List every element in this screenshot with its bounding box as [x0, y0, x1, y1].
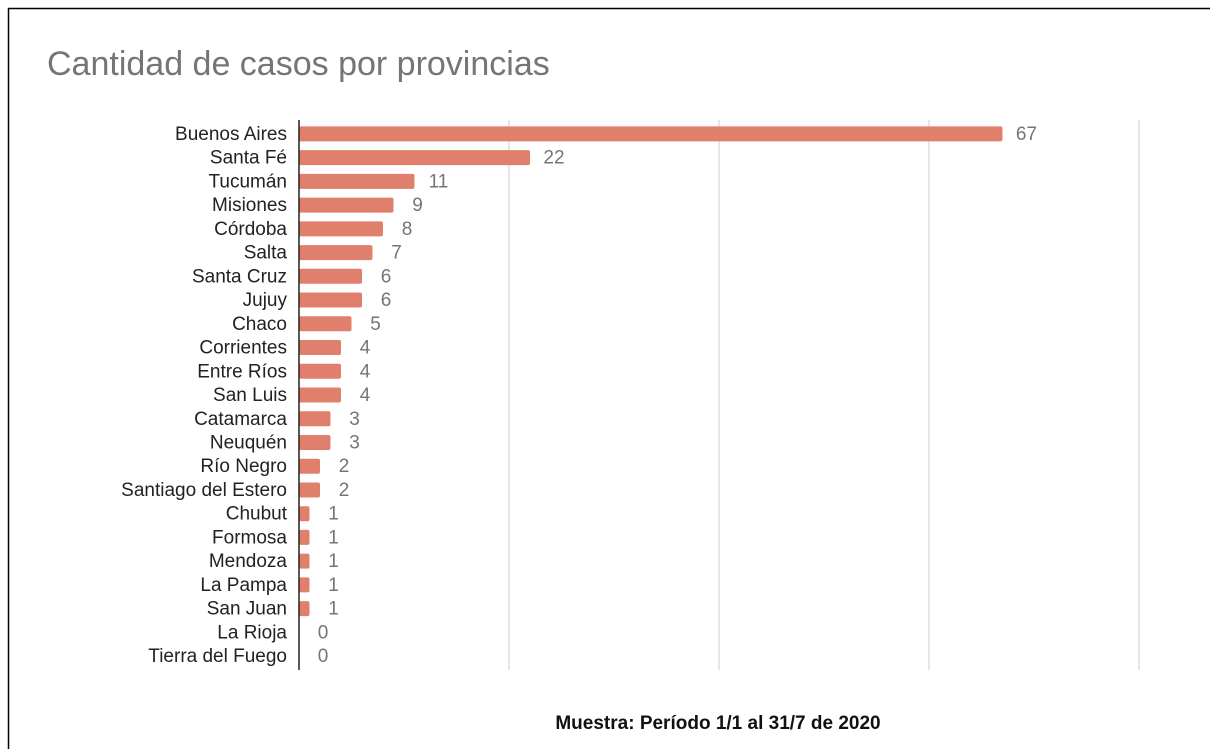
y-tick-label: Jujuy — [243, 290, 288, 311]
bar — [299, 529, 310, 545]
y-tick-label: Catamarca — [194, 409, 287, 430]
value-label: 1 — [328, 527, 339, 548]
bar — [299, 577, 310, 593]
value-label: 1 — [328, 504, 339, 525]
bar — [299, 553, 310, 569]
y-tick-label: Mendoza — [209, 551, 288, 572]
bar — [299, 197, 394, 213]
y-tick-label: Santa Cruz — [192, 266, 287, 287]
y-tick-label: Entre Ríos — [197, 361, 287, 382]
y-tick-label: Neuquén — [210, 432, 287, 453]
value-label: 3 — [349, 432, 360, 453]
bar — [299, 245, 373, 261]
y-tick-label: San Luis — [213, 385, 287, 406]
y-tick-label: Santa Fé — [210, 148, 287, 169]
value-label: 4 — [360, 385, 371, 406]
value-label: 22 — [543, 148, 564, 169]
value-label: 8 — [402, 219, 413, 240]
bar — [299, 601, 310, 617]
value-label: 2 — [339, 480, 350, 501]
bar — [299, 411, 331, 427]
bar — [299, 268, 362, 284]
y-tick-label: Misiones — [212, 195, 287, 216]
y-tick-label: Chaco — [232, 314, 287, 335]
bar — [299, 506, 310, 522]
value-label: 6 — [381, 266, 392, 287]
y-tick-label: La Rioja — [217, 622, 287, 643]
y-tick-label: Salta — [244, 243, 288, 264]
value-label: 67 — [1016, 124, 1037, 145]
bar — [299, 221, 383, 237]
bar — [299, 340, 341, 356]
value-label: 0 — [318, 622, 329, 643]
y-tick-label: Buenos Aires — [175, 124, 287, 145]
value-label: 2 — [339, 456, 350, 477]
bar — [299, 482, 320, 498]
value-label: 1 — [328, 551, 339, 572]
value-label: 11 — [429, 171, 449, 192]
value-label: 6 — [381, 290, 392, 311]
y-tick-label: San Juan — [207, 599, 287, 620]
bar — [299, 434, 331, 450]
value-label: 9 — [412, 195, 423, 216]
value-label: 4 — [360, 361, 371, 382]
value-label: 4 — [360, 338, 371, 359]
bar — [299, 316, 352, 332]
value-label: 0 — [318, 646, 329, 667]
bar — [299, 126, 1003, 142]
bar — [299, 387, 341, 403]
value-label: 3 — [349, 409, 360, 430]
y-tick-label: Santiago del Estero — [121, 480, 287, 501]
y-tick-label: Chubut — [226, 504, 288, 525]
chart-title: Cantidad de casos por provincias — [47, 45, 550, 83]
frame — [7, 7, 1210, 749]
y-tick-label: Río Negro — [200, 456, 287, 477]
chart-note: Muestra: Período 1/1 al 31/7 de 2020 — [555, 713, 880, 734]
bar — [299, 292, 362, 308]
y-tick-label: Córdoba — [214, 219, 287, 240]
value-label: 1 — [328, 599, 339, 620]
value-label: 7 — [391, 243, 402, 264]
y-tick-label: Formosa — [212, 527, 287, 548]
y-tick-label: La Pampa — [200, 575, 287, 596]
y-tick-label: Corrientes — [199, 338, 287, 359]
bar — [299, 363, 341, 379]
bar — [299, 458, 320, 474]
y-tick-label: Tierra del Fuego — [148, 646, 287, 667]
bar — [299, 150, 530, 166]
value-label: 5 — [370, 314, 381, 335]
y-tick-label: Tucumán — [209, 171, 288, 192]
value-label: 1 — [328, 575, 339, 596]
bar — [299, 173, 415, 189]
